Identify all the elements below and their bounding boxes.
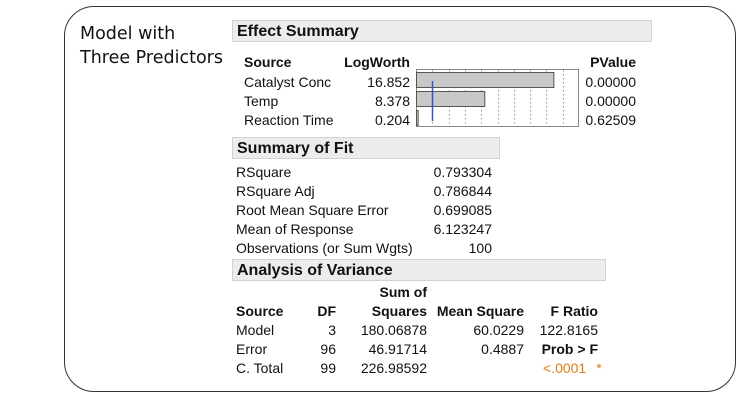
logworth-bar [416,91,486,107]
anova-row-f: 122.8165 [539,322,598,338]
effect-col-logworth: LogWorth [344,54,410,70]
anova-row-df: 96 [320,341,336,357]
content-frame [64,6,736,392]
anova-row-ms: 60.0229 [473,322,524,338]
effect-row-logworth: 0.204 [374,112,410,128]
fit-label: Mean of Response [236,221,354,237]
anova-row-source: Error [236,341,268,357]
effect-summary-header[interactable]: Effect Summary [232,20,652,42]
anova-col-df: DF [317,303,336,319]
logworth-bar [416,110,419,126]
side-title: Model with Three Predictors [80,22,223,70]
anova-row-df: 99 [320,360,336,376]
fit-label: RSquare [236,164,292,180]
effect-row-source: Reaction Time [244,112,334,128]
effect-row-pvalue: 0.00000 [585,93,636,109]
anova-row-df: 3 [328,322,336,338]
effect-row-logworth: 16.852 [367,74,410,90]
effect-col-source: Source [244,54,292,70]
fit-value: 100 [468,240,492,256]
anova-header[interactable]: Analysis of Variance [232,259,606,281]
anova-title: Analysis of Variance [237,262,393,279]
fit-value: 0.699085 [433,202,492,218]
anova-col-source: Source [236,303,284,319]
effect-row-pvalue: 0.00000 [585,74,636,90]
summary-of-fit-header[interactable]: Summary of Fit [232,137,500,159]
anova-row-source: Model [236,322,275,338]
effect-col-pvalue: PValue [590,54,636,70]
fit-label: RSquare Adj [236,183,315,199]
effect-summary-title: Effect Summary [237,23,359,40]
anova-col-ms: Mean Square [436,303,524,319]
anova-col-ss-line2: Squares [371,303,427,319]
anova-col-prob: Prob > F [541,341,598,357]
anova-prob-value: <.0001 [543,360,587,376]
anova-row-ss: 226.98592 [360,360,427,376]
anova-row-ms: 0.4887 [481,341,524,357]
effect-row-source: Temp [244,93,279,109]
side-title-line1: Model with [80,24,176,44]
effect-row-source: Catalyst Conc [244,74,332,90]
fit-label: Root Mean Square Error [236,202,389,218]
summary-of-fit-title: Summary of Fit [237,140,354,157]
anova-row-source: C. Total [236,360,284,376]
side-title-line2: Three Predictors [80,48,223,68]
effect-row-logworth: 8.378 [374,93,410,109]
logworth-bar-chart [416,69,579,127]
fit-value: 0.786844 [433,183,492,199]
effect-row-pvalue: 0.62509 [585,112,636,128]
anova-row-ss: 46.91714 [368,341,427,357]
anova-col-ss-line1: Sum of [379,284,427,300]
anova-row-ss: 180.06878 [360,322,427,338]
anova-col-f: F Ratio [550,303,598,319]
logworth-bar [416,72,555,88]
significance-star: * [596,360,602,376]
fit-label: Observations (or Sum Wgts) [236,240,413,256]
anova-prob-value-cell: <.0001 * [543,359,602,377]
fit-value: 6.123247 [433,221,492,237]
fit-value: 0.793304 [433,164,492,180]
